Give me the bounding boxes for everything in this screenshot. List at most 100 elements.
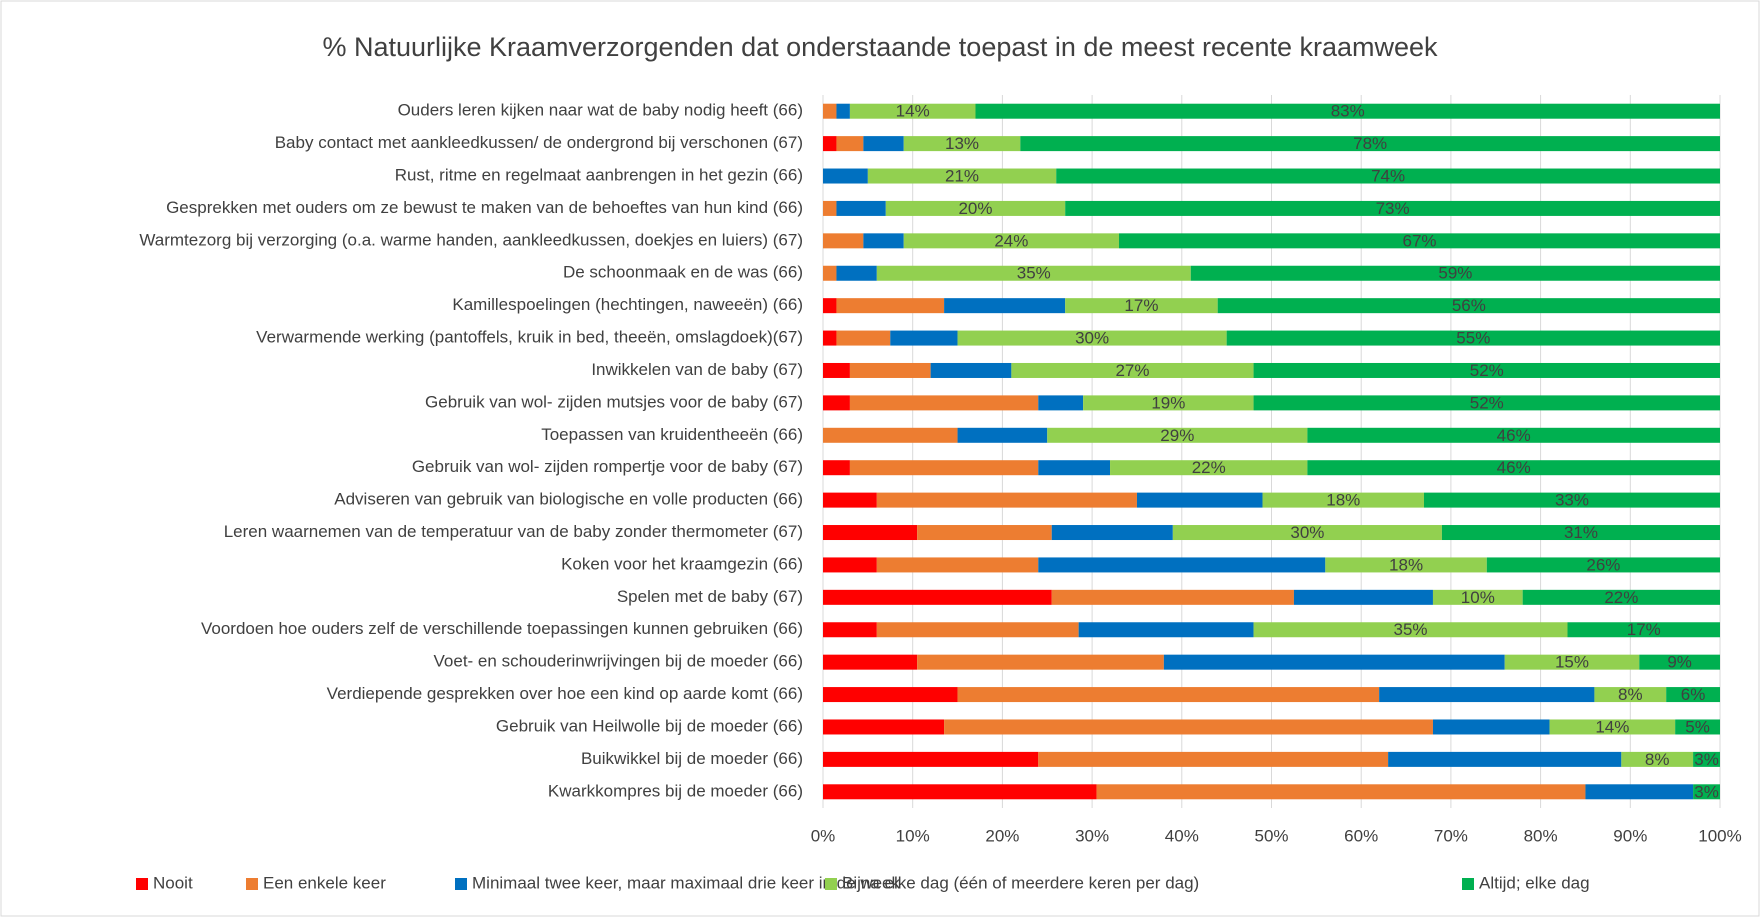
- data-label: 26%: [1586, 555, 1620, 574]
- bar-segment: [890, 330, 958, 346]
- bar-segment: [823, 362, 850, 378]
- bar-segment: [1432, 719, 1550, 735]
- data-label: 31%: [1564, 523, 1598, 542]
- data-label: 8%: [1645, 750, 1670, 769]
- bar-segment: [823, 492, 877, 508]
- bar-segment: [1136, 492, 1263, 508]
- data-label: 59%: [1438, 264, 1472, 283]
- y-tick-label: Warmtezorg bij verzorging (o.a. warme ha…: [139, 230, 803, 249]
- legend-label: Altijd; elke dag: [1479, 873, 1590, 892]
- x-tick-label: 80%: [1524, 826, 1558, 845]
- data-label: 3%: [1694, 750, 1719, 769]
- y-tick-label: Baby contact met aankleedkussen/ de onde…: [275, 133, 803, 152]
- bar-segment: [1441, 525, 1720, 541]
- bar-segment: [823, 103, 837, 119]
- bar-segment: [849, 103, 976, 119]
- data-label: 24%: [994, 231, 1028, 250]
- data-label: 74%: [1371, 167, 1405, 186]
- bar-segment: [1675, 719, 1720, 735]
- bar-segment: [823, 557, 877, 573]
- bar-segment: [957, 687, 1380, 703]
- bar-segment: [823, 330, 837, 346]
- bar-segment: [1253, 622, 1568, 638]
- bar-segment: [957, 330, 1227, 346]
- x-tick-label: 30%: [1075, 826, 1109, 845]
- data-label: 8%: [1618, 685, 1643, 704]
- bar-segment: [863, 136, 904, 152]
- bar-segment: [1522, 589, 1720, 605]
- bar-segment: [1693, 784, 1720, 800]
- data-label: 21%: [945, 167, 979, 186]
- bar-segment: [1379, 687, 1595, 703]
- legend-swatch: [455, 878, 467, 890]
- bar-segment: [1253, 362, 1720, 378]
- bar-segment: [917, 525, 1052, 541]
- data-label: 20%: [958, 199, 992, 218]
- bar-segment: [1038, 395, 1084, 411]
- bar-segment: [975, 103, 1720, 119]
- bar-segment: [1585, 784, 1694, 800]
- bar-segment: [1038, 460, 1111, 476]
- x-tick-label: 90%: [1613, 826, 1647, 845]
- bar-segment: [903, 136, 1021, 152]
- bar-segment: [823, 265, 837, 281]
- legend-label: Een enkele keer: [263, 873, 386, 892]
- bar-segment: [836, 298, 945, 314]
- x-tick-label: 50%: [1254, 826, 1288, 845]
- data-label: 22%: [1192, 458, 1226, 477]
- bar-segment: [823, 525, 918, 541]
- data-label: 52%: [1470, 393, 1504, 412]
- bar-segment: [836, 136, 864, 152]
- bar-segment: [1172, 525, 1442, 541]
- bar-segment: [1051, 525, 1173, 541]
- bar-segment: [1307, 427, 1720, 443]
- y-tick-label: Verwarmende werking (pantoffels, kruik i…: [256, 328, 803, 347]
- data-label: 18%: [1389, 555, 1423, 574]
- bar-segment: [1262, 492, 1424, 508]
- bar-segment: [836, 330, 891, 346]
- y-tick-label: Kwarkkompres bij de moeder (66): [548, 781, 803, 800]
- bar-segment: [1504, 654, 1640, 670]
- data-label: 19%: [1151, 393, 1185, 412]
- bar-segment: [876, 492, 1137, 508]
- data-label: 67%: [1402, 231, 1436, 250]
- bar-segment: [1549, 719, 1676, 735]
- data-label: 55%: [1456, 329, 1490, 348]
- x-tick-label: 40%: [1165, 826, 1199, 845]
- y-tick-label: Buikwikkel bij de moeder (66): [581, 749, 803, 768]
- bar-segment: [1119, 233, 1720, 249]
- bar-segment: [1020, 136, 1720, 152]
- data-label: 46%: [1497, 458, 1531, 477]
- legend-swatch: [825, 878, 837, 890]
- data-label: 17%: [1627, 620, 1661, 639]
- bar-segment: [823, 687, 958, 703]
- y-tick-label: Voordoen hoe ouders zelf de verschillend…: [201, 619, 803, 638]
- bar-segment: [849, 460, 1039, 476]
- x-tick-label: 60%: [1344, 826, 1378, 845]
- x-tick-label: 70%: [1434, 826, 1468, 845]
- data-label: 46%: [1497, 426, 1531, 445]
- bar-segment: [849, 362, 931, 378]
- bar-segment: [1038, 751, 1389, 767]
- data-label: 5%: [1685, 717, 1710, 736]
- y-tick-label: Verdiepende gesprekken over hoe een kind…: [327, 684, 803, 703]
- bar-segment: [1594, 687, 1667, 703]
- x-tick-label: 100%: [1698, 826, 1741, 845]
- data-label: 35%: [1017, 264, 1051, 283]
- bar-segment: [944, 298, 1066, 314]
- bar-segment: [1065, 200, 1720, 216]
- x-tick-label: 10%: [896, 826, 930, 845]
- chart-title: % Natuurlijke Kraamverzorgenden dat onde…: [322, 32, 1438, 62]
- bar-segment: [1065, 298, 1218, 314]
- bar-segment: [823, 751, 1039, 767]
- bar-segment: [849, 395, 1039, 411]
- data-label: 78%: [1353, 134, 1387, 153]
- bar-segment: [1096, 784, 1586, 800]
- bar-segment: [1567, 622, 1720, 638]
- y-tick-label: Inwikkelen van de baby (67): [591, 360, 803, 379]
- legend-label: Bijna elke dag (één of meerdere keren pe…: [842, 873, 1199, 892]
- y-tick-label: Koken voor het kraamgezin (66): [561, 554, 803, 573]
- bar-segment: [1038, 557, 1326, 573]
- bar-segment: [944, 719, 1433, 735]
